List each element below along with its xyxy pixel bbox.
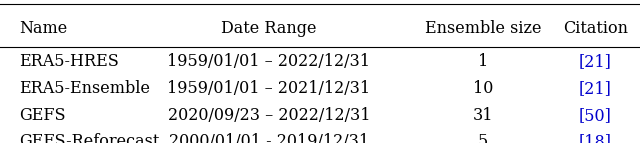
Text: Citation: Citation [563, 20, 628, 37]
Text: 31: 31 [473, 107, 493, 124]
Text: [18]: [18] [579, 133, 612, 143]
Text: Name: Name [19, 20, 67, 37]
Text: GEFS-Reforecast: GEFS-Reforecast [19, 133, 159, 143]
Text: 1: 1 [478, 53, 488, 70]
Text: 2020/09/23 – 2022/12/31: 2020/09/23 – 2022/12/31 [168, 107, 370, 124]
Text: [21]: [21] [579, 53, 612, 70]
Text: 2000/01/01 - 2019/12/31: 2000/01/01 - 2019/12/31 [169, 133, 369, 143]
Text: GEFS: GEFS [19, 107, 66, 124]
Text: 1959/01/01 – 2021/12/31: 1959/01/01 – 2021/12/31 [167, 80, 371, 97]
Text: Date Range: Date Range [221, 20, 317, 37]
Text: 1959/01/01 – 2022/12/31: 1959/01/01 – 2022/12/31 [167, 53, 371, 70]
Text: [21]: [21] [579, 80, 612, 97]
Text: 5: 5 [478, 133, 488, 143]
Text: ERA5-HRES: ERA5-HRES [19, 53, 119, 70]
Text: Ensemble size: Ensemble size [425, 20, 541, 37]
Text: [50]: [50] [579, 107, 612, 124]
Text: ERA5-Ensemble: ERA5-Ensemble [19, 80, 150, 97]
Text: 10: 10 [473, 80, 493, 97]
